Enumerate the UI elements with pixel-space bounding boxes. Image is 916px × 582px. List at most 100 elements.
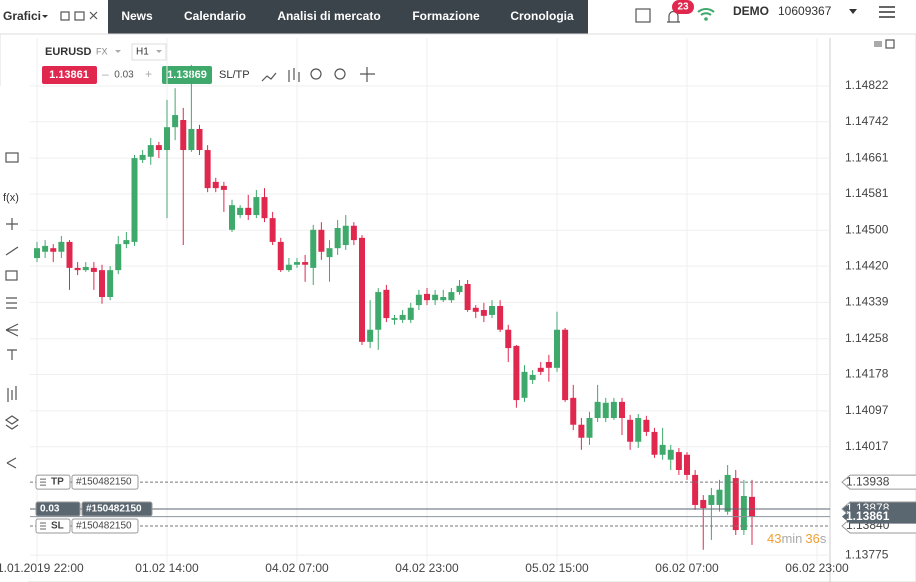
y-tick-label: 1.14258 bbox=[845, 331, 889, 345]
line-icon[interactable] bbox=[261, 72, 277, 82]
tool-text[interactable] bbox=[7, 349, 17, 360]
level-name-box[interactable] bbox=[35, 501, 81, 517]
buy-price[interactable]: 1.13869 bbox=[167, 69, 207, 81]
tool-layers[interactable] bbox=[4, 415, 20, 430]
tool-cross[interactable] bbox=[6, 218, 18, 230]
level-handle bbox=[40, 522, 46, 530]
candle-icon[interactable] bbox=[288, 68, 300, 82]
candle-body bbox=[318, 229, 325, 252]
nav-item[interactable]: News bbox=[121, 9, 153, 23]
candle-body bbox=[651, 431, 658, 455]
tool-screen[interactable] bbox=[5, 152, 19, 163]
level-order: #150482150 bbox=[76, 477, 132, 488]
zoom-in[interactable] bbox=[334, 68, 346, 80]
nav-item[interactable]: Formazione bbox=[412, 9, 480, 23]
candle-body bbox=[692, 474, 699, 505]
account-type: DEMO bbox=[733, 4, 769, 18]
hamburger[interactable] bbox=[879, 6, 895, 18]
account-id[interactable]: 10609367 bbox=[778, 4, 832, 18]
candle-body bbox=[391, 318, 398, 320]
nav-item[interactable]: Calendario bbox=[184, 9, 246, 23]
candle-body bbox=[684, 454, 690, 475]
panel-min[interactable] bbox=[874, 41, 882, 47]
x-tick-label: 04.02 07:00 bbox=[265, 561, 329, 575]
buy-button[interactable] bbox=[162, 66, 212, 84]
candle-body bbox=[480, 310, 487, 316]
x-tick-label: 05.02 15:00 bbox=[525, 561, 589, 575]
layout-icon[interactable] bbox=[635, 8, 651, 23]
candle-body bbox=[310, 229, 317, 268]
sell-price[interactable]: 1.13861 bbox=[49, 69, 89, 81]
sltp[interactable]: SL/TP bbox=[219, 69, 250, 81]
y-tick-label: 1.14500 bbox=[845, 222, 889, 236]
candle-body bbox=[424, 293, 430, 301]
pan-icon[interactable] bbox=[360, 67, 375, 82]
zoom-out[interactable] bbox=[310, 68, 322, 80]
x-tick-label: 04.02 23:00 bbox=[395, 561, 459, 575]
candle-body bbox=[562, 329, 569, 401]
y-tick-label: 1.14581 bbox=[845, 186, 889, 200]
candle-body bbox=[334, 228, 341, 249]
candle-body bbox=[399, 314, 406, 320]
candle-body bbox=[115, 244, 122, 271]
candle-body bbox=[342, 225, 349, 246]
candle-body bbox=[164, 127, 170, 151]
timeframe[interactable]: H1 bbox=[136, 47, 149, 58]
candle-body bbox=[204, 150, 211, 189]
level-name: TP bbox=[51, 477, 64, 488]
level-handle bbox=[40, 478, 46, 486]
minus[interactable]: – bbox=[102, 67, 109, 81]
current-price: 1.13861 bbox=[846, 509, 890, 523]
window-icon[interactable] bbox=[74, 11, 85, 21]
close-icon[interactable] bbox=[89, 11, 98, 20]
candle-body bbox=[269, 218, 276, 242]
cd-min-unit: min bbox=[781, 531, 802, 546]
candle-body bbox=[456, 285, 463, 293]
tool-function[interactable]: f(x) bbox=[3, 192, 19, 204]
tool-fan[interactable] bbox=[5, 323, 19, 337]
symbol[interactable]: EURUSD bbox=[45, 46, 92, 58]
y-tick-label: 1.14420 bbox=[845, 258, 889, 272]
y-tick-label: 1.14742 bbox=[845, 114, 889, 128]
panel-max[interactable] bbox=[885, 39, 895, 49]
spread: 0.03 bbox=[114, 70, 134, 81]
bell-icon[interactable] bbox=[667, 10, 680, 23]
tool-rect[interactable] bbox=[5, 270, 18, 281]
tool-fib[interactable] bbox=[6, 297, 17, 309]
candle-body bbox=[513, 345, 520, 401]
y-tick-label: 1.13775 bbox=[845, 547, 889, 561]
candle-body bbox=[147, 145, 154, 157]
candle-body bbox=[123, 240, 130, 245]
candle-body bbox=[724, 474, 731, 512]
tool-indicators[interactable] bbox=[7, 386, 17, 402]
candle-body bbox=[749, 496, 755, 517]
candle-body bbox=[464, 284, 471, 311]
tool-line[interactable] bbox=[5, 246, 19, 256]
x-tick-label: 06.02 07:00 bbox=[655, 561, 719, 575]
detach-icon[interactable] bbox=[60, 11, 70, 21]
nav-item[interactable]: Analisi di mercato bbox=[277, 9, 380, 23]
candle-body bbox=[675, 452, 682, 470]
nav-item[interactable]: Cronologia bbox=[510, 9, 574, 23]
x-tick-label: 01.02 14:00 bbox=[135, 561, 199, 575]
candle-body bbox=[578, 424, 585, 438]
timeframe-box[interactable] bbox=[131, 43, 167, 61]
level-order-box bbox=[71, 518, 139, 534]
notification-count: 23 bbox=[677, 2, 689, 13]
menu-grafici[interactable]: Grafici bbox=[3, 9, 41, 23]
symbol-caret[interactable] bbox=[115, 50, 121, 53]
nav-bar bbox=[108, 0, 588, 34]
candle-body bbox=[90, 267, 97, 272]
account-caret[interactable] bbox=[849, 9, 857, 14]
candle-body bbox=[432, 294, 439, 301]
candle-body bbox=[586, 418, 593, 438]
candle-body bbox=[367, 329, 374, 342]
candle-body bbox=[716, 489, 723, 505]
candle-body bbox=[529, 374, 536, 380]
sell-button[interactable] bbox=[42, 66, 97, 84]
candle-body bbox=[245, 207, 252, 216]
level-order-box bbox=[81, 501, 153, 517]
tool-share[interactable] bbox=[6, 457, 17, 469]
plus[interactable]: + bbox=[145, 67, 152, 81]
candle-body bbox=[196, 128, 203, 151]
